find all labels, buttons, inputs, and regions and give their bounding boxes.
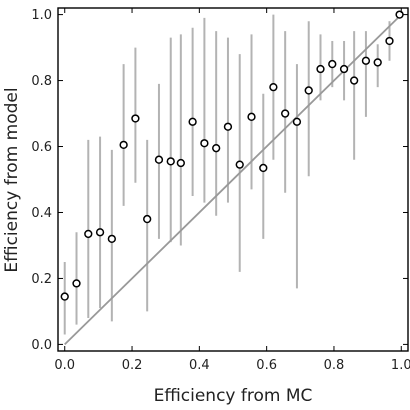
data-point-22 [316, 64, 325, 74]
y-tick-label-2: 0.4 [31, 206, 52, 221]
data-point-11 [188, 117, 197, 126]
data-point-0 [60, 292, 69, 301]
data-point-5 [119, 140, 128, 150]
y-tick-label-1: 0.2 [31, 272, 52, 287]
data-point-9 [166, 157, 175, 166]
y-axis-label: Efficiency from model [2, 87, 22, 272]
data-point-3 [95, 228, 105, 237]
data-point-26 [361, 56, 371, 65]
data-point-25 [350, 76, 359, 85]
data-point-13 [212, 144, 221, 153]
data-point-12 [200, 139, 209, 148]
data-point-1 [72, 279, 81, 288]
data-point-27 [373, 58, 382, 67]
y-tick-label-5: 1.0 [31, 8, 52, 23]
y-tick-label-4: 0.8 [31, 74, 52, 89]
y-axis-ticks: 0.0 0.2 0.4 0.6 0.8 1.0 [31, 8, 408, 353]
data-point-29 [395, 10, 404, 19]
data-point-23 [328, 59, 337, 69]
errorbar-layer [63, 14, 391, 335]
x-axis-ticks: 0.0 0.2 0.4 0.6 0.8 1.0 [54, 8, 410, 373]
data-point-10 [176, 158, 185, 168]
y-tick-label-0: 0.0 [31, 338, 52, 353]
data-point-14 [223, 122, 233, 131]
data-point-4 [107, 234, 116, 244]
data-point-2 [84, 229, 93, 239]
x-tick-label-3: 0.6 [256, 358, 277, 373]
data-point-21 [304, 86, 313, 95]
data-point-7 [143, 214, 152, 224]
data-point-8 [154, 155, 164, 164]
x-tick-label-0: 0.0 [54, 358, 75, 373]
x-axis-label: Efficiency from MC [154, 386, 313, 406]
x-tick-label-5: 1.0 [391, 358, 410, 373]
data-point-20 [292, 117, 302, 126]
data-point-18 [269, 83, 278, 92]
data-point-19 [281, 109, 290, 118]
x-tick-label-4: 0.8 [324, 358, 345, 373]
plot-frame [57, 7, 409, 352]
data-point-16 [247, 112, 256, 121]
data-point-28 [385, 36, 394, 46]
x-tick-label-1: 0.2 [122, 358, 143, 373]
data-point-17 [259, 163, 268, 173]
data-point-15 [235, 160, 244, 169]
marker-layer [60, 10, 404, 301]
y-tick-label-3: 0.6 [31, 140, 52, 155]
data-point-24 [339, 64, 349, 74]
data-point-6 [131, 114, 140, 123]
x-tick-label-2: 0.4 [189, 358, 210, 373]
